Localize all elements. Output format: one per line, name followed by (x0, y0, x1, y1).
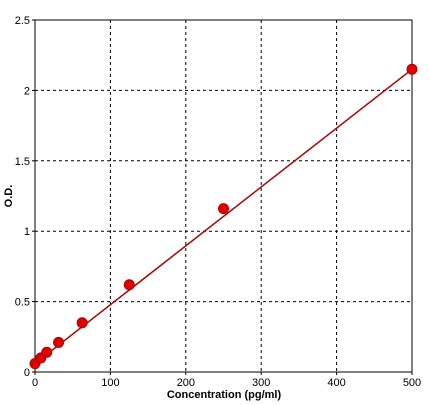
x-tick-label: 0 (32, 377, 38, 389)
data-point (76, 317, 88, 329)
data-point (123, 279, 135, 291)
plot-background (35, 20, 412, 372)
data-point (41, 346, 53, 358)
data-points (29, 63, 418, 370)
gridlines (35, 20, 412, 372)
fit-line (34, 68, 413, 365)
y-tick-label: 1.5 (15, 156, 30, 168)
y-tick-label: 0 (24, 367, 30, 379)
y-tick-label: 0.5 (15, 297, 30, 309)
x-axis-ticks: 0 100 200 300 400 500 (32, 372, 421, 389)
x-tick-label: 500 (403, 377, 421, 389)
x-tick-label: 300 (252, 377, 270, 389)
x-axis-title: Concentration (pg/ml) (167, 389, 282, 401)
y-tick-label: 2 (24, 85, 30, 97)
y-tick-label: 1 (24, 226, 30, 238)
data-point (406, 63, 418, 75)
fit-line-segment (34, 68, 413, 365)
x-tick-label: 100 (101, 377, 119, 389)
y-axis-ticks: 0 0.5 1 1.5 2 2.5 (15, 15, 35, 379)
x-tick-label: 200 (177, 377, 195, 389)
y-tick-label: 2.5 (15, 15, 30, 27)
data-point (53, 336, 65, 348)
data-point (218, 203, 229, 215)
y-axis-title: O.D. (3, 185, 15, 208)
x-tick-label: 400 (327, 377, 345, 389)
plot-frame (34, 19, 413, 373)
